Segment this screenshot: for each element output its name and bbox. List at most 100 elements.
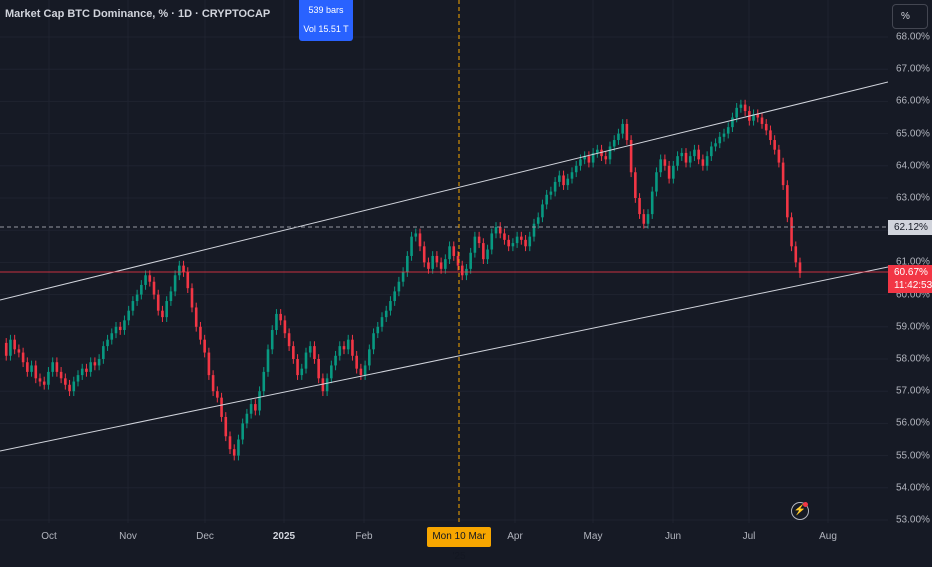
candle	[744, 100, 747, 116]
candle	[773, 135, 776, 154]
candle-body	[330, 365, 333, 378]
candle-body	[579, 159, 582, 165]
candle-body	[212, 375, 215, 391]
candle-body	[246, 414, 249, 424]
candle-body	[233, 449, 236, 455]
candle	[216, 386, 219, 402]
candle	[30, 361, 33, 377]
candle-body	[744, 105, 747, 111]
price-chart[interactable]	[0, 0, 888, 523]
candle-body	[448, 246, 451, 259]
candle	[588, 151, 591, 167]
candle	[132, 296, 135, 315]
candle	[68, 380, 71, 396]
candle	[562, 171, 565, 190]
candle-body	[634, 172, 637, 198]
candle-body	[672, 166, 675, 179]
price-axis[interactable]: 68.00%67.00%66.00%65.00%64.00%63.00%62.0…	[888, 0, 932, 523]
candle	[452, 241, 455, 260]
y-axis-tick-label: 56.00%	[896, 418, 930, 429]
candle-body	[144, 275, 147, 285]
candle	[237, 435, 240, 461]
candle-body	[5, 343, 8, 356]
candle	[778, 145, 781, 168]
candle-body	[482, 243, 485, 259]
candle	[123, 316, 126, 335]
candle-body	[34, 365, 37, 378]
bar-countdown: 11:42:53	[894, 279, 932, 292]
candle-body	[284, 320, 287, 333]
candle	[440, 258, 443, 274]
candle-body	[119, 327, 122, 330]
candle	[680, 148, 683, 161]
candle-body	[799, 262, 802, 273]
candle	[26, 357, 29, 376]
candle-body	[9, 340, 12, 356]
candle-body	[77, 375, 80, 381]
bars-count: 539 bars	[299, 1, 353, 20]
candle	[376, 322, 379, 338]
candle	[655, 167, 658, 196]
candle	[718, 132, 721, 148]
candle-body	[393, 291, 396, 301]
candle	[250, 399, 253, 418]
candle-body	[680, 153, 683, 156]
candle-body	[545, 195, 548, 205]
candle-body	[39, 378, 42, 381]
candle	[178, 261, 181, 280]
candle-body	[186, 272, 189, 288]
candle	[77, 370, 80, 386]
candle	[18, 345, 21, 358]
candle-body	[178, 266, 181, 276]
candle-body	[174, 275, 177, 291]
last-price-label: 60.67% 11:42:53	[888, 265, 932, 293]
candle-body	[452, 246, 455, 256]
candle	[786, 180, 789, 222]
unit-toggle-button[interactable]: %	[892, 4, 928, 29]
candle-body	[723, 134, 726, 137]
candle	[626, 119, 629, 145]
candle-body	[706, 156, 709, 166]
candle	[528, 232, 531, 251]
candle-body	[30, 365, 33, 371]
candle	[110, 328, 113, 344]
candle-body	[237, 440, 240, 456]
candle	[554, 177, 557, 196]
candle-body	[123, 320, 126, 330]
candle-body	[566, 179, 569, 185]
candle-body	[26, 362, 29, 372]
candle	[490, 229, 493, 255]
candle	[148, 270, 151, 286]
candle-body	[94, 362, 97, 365]
candle-body	[512, 243, 515, 246]
candle-body	[326, 378, 329, 391]
candle-body	[588, 156, 591, 162]
candle	[56, 357, 59, 376]
candle	[34, 361, 37, 384]
candle	[360, 364, 363, 380]
candle-body	[520, 237, 523, 240]
candle	[355, 351, 358, 374]
x-axis-tick-label: Oct	[41, 531, 57, 542]
candle	[368, 345, 371, 371]
candle-body	[275, 314, 278, 330]
candle	[161, 306, 164, 322]
candle	[782, 158, 785, 190]
candle-body	[56, 362, 59, 372]
y-axis-tick-label: 57.00%	[896, 386, 930, 397]
candle	[503, 229, 506, 245]
candle-body	[461, 266, 464, 276]
candle	[43, 377, 46, 390]
candle-body	[372, 333, 375, 349]
candle-body	[778, 150, 781, 163]
candle	[140, 280, 143, 299]
candle-body	[199, 327, 202, 340]
candle	[524, 235, 527, 251]
candle-body	[13, 340, 16, 350]
candle-body	[72, 382, 75, 392]
candle-body	[250, 404, 253, 414]
candle-body	[693, 150, 696, 156]
candle-body	[338, 346, 341, 356]
candle-body	[676, 156, 679, 166]
candle	[144, 270, 147, 289]
